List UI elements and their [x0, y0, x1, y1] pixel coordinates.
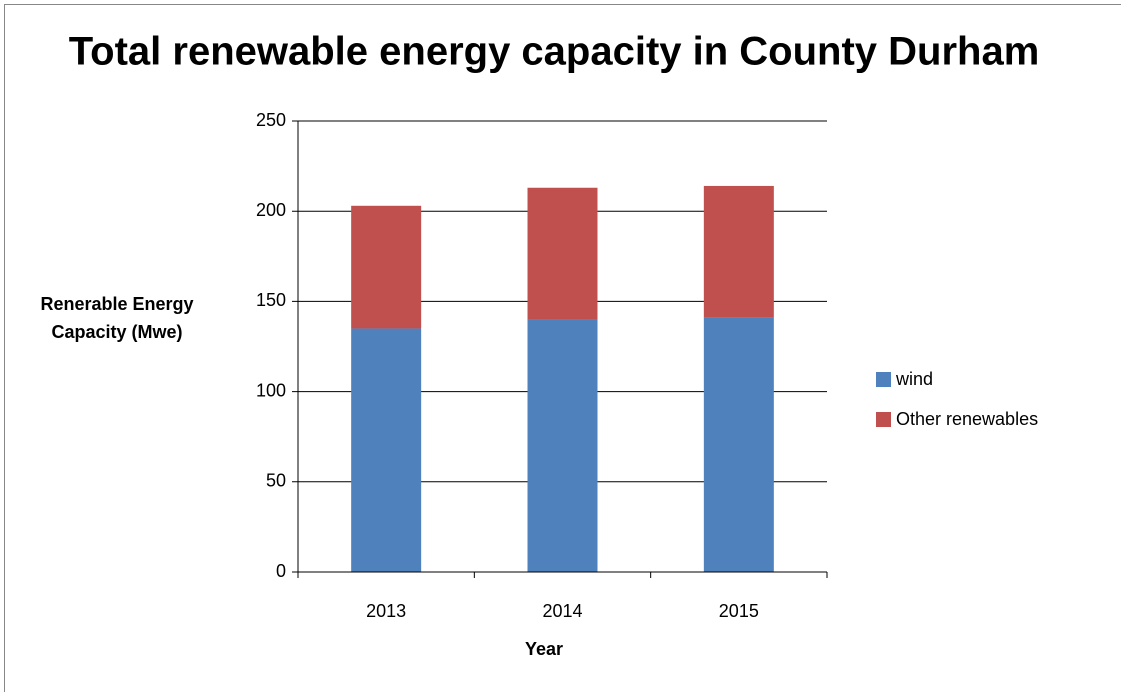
- y-axis-title: Renerable Energy Capacity (Mwe): [40, 294, 194, 342]
- x-tick-label: 2013: [366, 601, 406, 621]
- y-tick-label: 250: [256, 110, 286, 130]
- y-tick-label: 0: [276, 561, 286, 581]
- x-axis-title: Year: [525, 639, 563, 659]
- legend-swatch: [876, 412, 891, 427]
- bar-segment: [351, 205, 422, 329]
- y-tick-label: 200: [256, 200, 286, 220]
- bar-segment: [527, 187, 598, 320]
- x-tick-label: 2014: [542, 601, 582, 621]
- legend-swatch: [876, 372, 891, 387]
- y-tick-label: 50: [266, 471, 286, 491]
- x-tick-label: 2015: [719, 601, 759, 621]
- bar-segment: [703, 185, 774, 318]
- bar-segment: [703, 317, 774, 572]
- bar-segment: [527, 319, 598, 572]
- y-tick-label: 100: [256, 380, 286, 400]
- legend-label: wind: [895, 369, 933, 389]
- legend-label: Other renewables: [896, 409, 1038, 429]
- y-tick-label: 150: [256, 290, 286, 310]
- bar-segment: [351, 328, 422, 572]
- chart-title: Total renewable energy capacity in Count…: [69, 30, 1040, 74]
